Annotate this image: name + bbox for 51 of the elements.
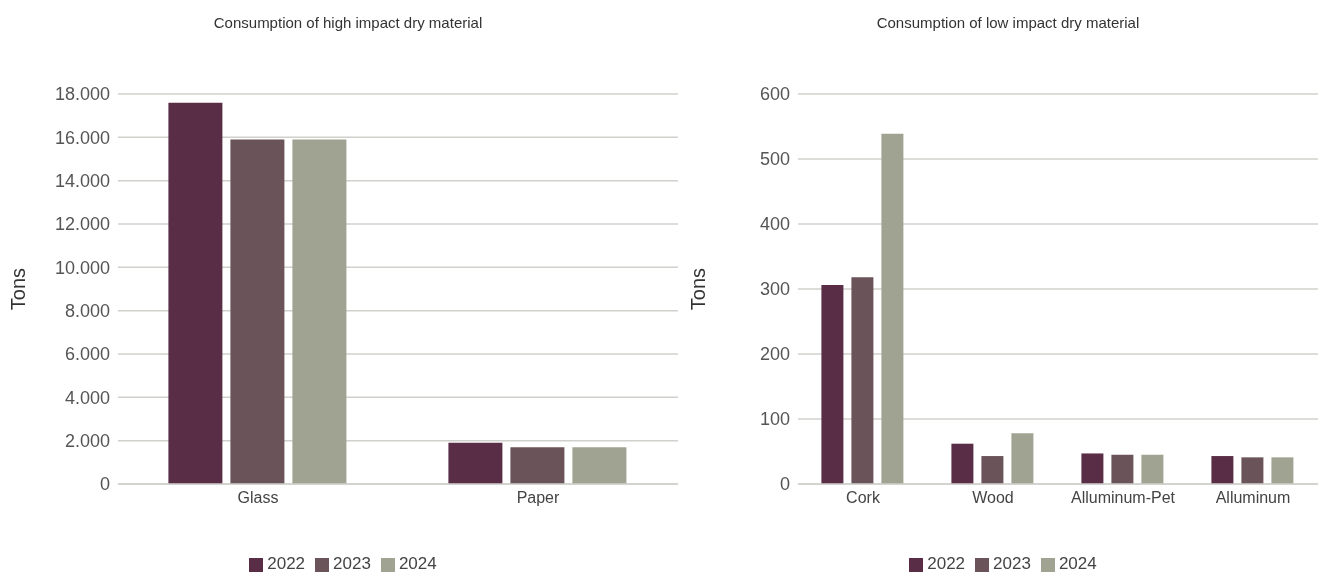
bar — [230, 139, 285, 484]
legend-label: 2024 — [1058, 554, 1097, 573]
y-tick-label: 100 — [759, 409, 790, 430]
x-tick-label: Alluminum-Pet — [1070, 489, 1176, 507]
bar — [510, 447, 565, 484]
y-tick-label: 4.000 — [64, 387, 110, 408]
y-axis-title: Tons — [7, 267, 30, 311]
legend-label: 2023 — [333, 554, 371, 573]
y-tick-label: 300 — [759, 279, 790, 300]
bar — [1241, 457, 1264, 484]
bar — [881, 133, 904, 484]
bar — [851, 277, 874, 484]
bar — [1081, 453, 1104, 484]
y-tick-label: 0 — [99, 474, 110, 495]
bar — [292, 139, 347, 484]
y-tick-label: 500 — [759, 149, 790, 170]
bar — [572, 447, 627, 484]
bar — [1271, 457, 1294, 484]
y-tick-label: 600 — [759, 84, 790, 105]
y-tick-label: 0 — [779, 474, 790, 495]
chart-title: Consumption of low impact dry material — [875, 13, 1141, 33]
bar — [1011, 433, 1034, 484]
y-tick-label: 10.000 — [54, 257, 110, 278]
legend-label: 2023 — [993, 554, 1031, 573]
y-tick-label: 16.000 — [54, 127, 110, 148]
x-tick-label: Paper — [516, 489, 561, 507]
x-tick-label: Alluminum — [1215, 489, 1291, 507]
y-tick-label: 14.000 — [54, 171, 110, 192]
y-tick-label: 6.000 — [64, 344, 110, 365]
bar — [448, 442, 503, 484]
bar — [821, 285, 844, 484]
y-tick-label: 400 — [759, 214, 790, 235]
bar — [1211, 456, 1234, 484]
x-tick-label: Wood — [972, 489, 1014, 507]
bar — [1141, 454, 1164, 484]
y-tick-label: 2.000 — [64, 431, 110, 452]
legend-label: 2024 — [398, 554, 437, 573]
bar — [168, 102, 223, 484]
y-axis-title: Tons — [687, 267, 710, 311]
y-tick-label: 18.000 — [54, 84, 110, 105]
bar — [951, 443, 974, 484]
legend-label: 2022 — [267, 554, 306, 573]
y-tick-label: 12.000 — [54, 214, 110, 235]
x-tick-label: Cork — [846, 489, 881, 507]
bar — [981, 456, 1004, 484]
chart-title: Consumption of high impact dry material — [212, 13, 484, 33]
bar — [1111, 454, 1134, 484]
y-tick-label: 8.000 — [64, 301, 110, 322]
legend-label: 2022 — [927, 554, 966, 573]
x-tick-label: Glass — [237, 489, 279, 507]
y-tick-label: 200 — [759, 344, 790, 365]
